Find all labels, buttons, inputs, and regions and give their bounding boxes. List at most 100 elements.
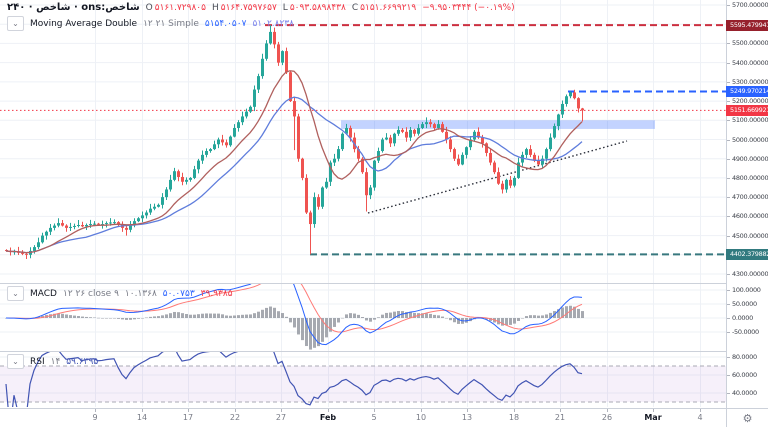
rsi-indicator-legend: ⌄ RSI ۱۴ ۵۹.۶۳۹۵ — [7, 354, 98, 369]
supply-zone[interactable] — [341, 120, 655, 129]
macd-histogram-bar — [217, 313, 220, 318]
price-tick-label: 5000.0000000 — [732, 135, 768, 144]
open-value: ۵۱۶۱.۷۲۹۸۰۵ — [154, 2, 206, 13]
main-chart-canvas[interactable] — [0, 0, 726, 408]
time-tick — [95, 409, 96, 412]
candle — [73, 225, 76, 227]
candle — [361, 158, 364, 173]
time-axis[interactable]: 9 14 17 22 27 Feb 5 10 13 18 21 26 Mar 4 — [0, 409, 726, 427]
macd-histogram-bar — [353, 313, 356, 318]
axis-tick — [727, 158, 730, 160]
price-axis[interactable]: 5700.0000000 5500.0000000 5400.0000000 5300… — [726, 0, 768, 408]
candle — [37, 242, 40, 248]
candle — [385, 137, 388, 140]
candle — [333, 158, 336, 163]
candle — [217, 139, 220, 145]
candle — [257, 76, 260, 90]
candle — [125, 227, 128, 230]
candle — [305, 177, 308, 213]
candle — [177, 171, 180, 177]
candle — [425, 122, 428, 125]
ma-indicator-name[interactable]: Moving Average Double — [30, 18, 138, 29]
price-tick-label: 5200.0000000 — [732, 97, 768, 106]
candle — [497, 172, 500, 184]
macd-indicator-name[interactable]: MACD — [30, 288, 57, 299]
price-panel — [0, 24, 726, 256]
macd-histogram-bar — [97, 317, 100, 319]
candle — [89, 224, 92, 226]
candle — [445, 131, 448, 140]
candle — [429, 122, 432, 125]
candle — [33, 247, 36, 251]
candle — [265, 43, 268, 59]
candle — [129, 225, 132, 230]
time-label: Feb — [319, 413, 337, 422]
ma-indicator-params: ۱۲ ۲۱ Simple — [143, 18, 199, 29]
time-label: 9 — [92, 413, 98, 422]
candle — [541, 158, 544, 165]
macd-histogram-bar — [177, 312, 180, 318]
ma-fast-line — [5, 70, 583, 254]
axis-tick — [727, 120, 730, 122]
macd-histogram-bar — [149, 316, 152, 318]
moving-averages — [5, 70, 583, 254]
candle — [549, 137, 552, 150]
symbol-title[interactable]: شاخص · ۲۴۰ · ons:شاخص — [7, 2, 140, 13]
close-value: ۵۱۵۱.۶۶۹۹۲۱۹ — [360, 2, 417, 13]
ma-indicator-legend: ⌄ Moving Average Double ۱۲ ۲۱ Simple ۵۱۵… — [7, 16, 294, 31]
macd-histogram-bar — [501, 318, 504, 326]
macd-histogram-bar — [209, 313, 212, 318]
candle — [573, 92, 576, 99]
time-label: 27 — [275, 413, 287, 422]
macd-histogram-bar — [133, 318, 136, 320]
macd-histogram-bar — [433, 314, 436, 318]
candle — [301, 158, 304, 178]
candle — [65, 225, 68, 228]
candle — [161, 197, 164, 205]
macd-histogram-bar — [301, 318, 304, 341]
low-label: L — [282, 2, 288, 13]
candle — [273, 31, 276, 45]
candle — [389, 137, 392, 144]
macd-histogram-bar — [345, 314, 348, 318]
candle — [261, 58, 264, 77]
candle — [373, 160, 376, 188]
candle — [293, 101, 296, 117]
macd-histogram-bar — [349, 313, 352, 318]
panel-separator[interactable] — [0, 351, 768, 352]
candle — [289, 72, 292, 102]
macd-histogram-bar — [453, 318, 456, 323]
macd-histogram-bar — [153, 316, 156, 318]
macd-histogram-bar — [125, 318, 128, 320]
trendline[interactable] — [367, 140, 628, 214]
price-badge: 4402.3798828 — [726, 248, 768, 260]
ma-slow-line — [5, 96, 583, 254]
settings-gear-icon[interactable]: ⚙ — [727, 409, 768, 427]
axis-tick — [727, 216, 730, 218]
macd-histogram-bar — [281, 313, 284, 318]
price-tick-label: 5300.0000000 — [732, 77, 768, 86]
macd-histogram-bar — [425, 313, 428, 318]
candle — [69, 226, 72, 228]
chevron-down-icon[interactable]: ⌄ — [7, 286, 24, 301]
rsi-value: ۵۹.۶۳۹۵ — [66, 356, 99, 367]
macd-line-value: ۵۰.۰۷۵۳ — [162, 288, 195, 299]
macd-histogram-bar — [65, 314, 68, 318]
time-tick — [281, 409, 282, 412]
rsi-indicator-name[interactable]: RSI — [30, 356, 45, 367]
candle — [281, 51, 284, 63]
high-label: H — [211, 2, 219, 13]
panel-separator[interactable] — [0, 283, 768, 284]
chevron-down-icon[interactable]: ⌄ — [7, 354, 24, 369]
low-value: ۵۰۹۳.۵۸۹۸۴۳۸ — [289, 2, 346, 13]
axis-tick — [727, 318, 730, 319]
macd-histogram-bar — [537, 315, 540, 318]
price-tick-label: 5100.0000000 — [732, 116, 768, 125]
open-label: O — [145, 2, 153, 13]
time-label: 4 — [697, 413, 703, 422]
candle — [269, 31, 272, 44]
chevron-down-icon[interactable]: ⌄ — [7, 16, 24, 31]
candle — [45, 231, 48, 236]
time-tick — [421, 409, 422, 412]
candle — [505, 179, 508, 190]
